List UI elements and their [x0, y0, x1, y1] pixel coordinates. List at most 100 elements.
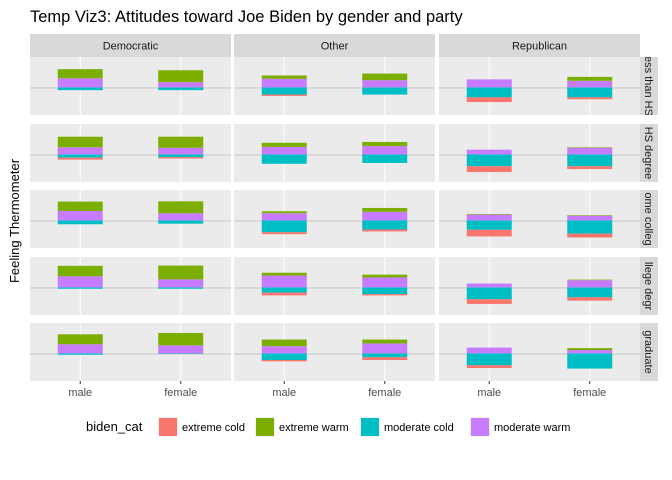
bar-segment-extreme-cold [466, 229, 512, 237]
bar-segment-extreme-warm [362, 339, 408, 344]
col-strip-label: Republican [512, 41, 567, 53]
facet-panels: Democratic Other Republican ess than HS HS d… [30, 34, 658, 399]
legend-label: extreme warm [279, 422, 349, 434]
bar-segment-moderate-warm [362, 80, 408, 88]
facet-panel [234, 323, 435, 381]
bar-segment-moderate-cold [567, 154, 613, 167]
row-strip-label: llege degr [642, 262, 654, 311]
bar-segment-extreme-warm [158, 70, 204, 83]
facet-panel [234, 257, 435, 315]
bar-segment-moderate-cold [158, 220, 204, 224]
y-axis-title: Feeling Thermometer [7, 158, 22, 283]
bar-segment-moderate-warm [466, 149, 512, 155]
bar-segment-extreme-warm [567, 348, 613, 351]
bar-segment-extreme-cold [261, 360, 307, 362]
facet-panel [439, 57, 640, 115]
facet-panel [234, 124, 435, 182]
bar-segment-moderate-warm [57, 78, 103, 88]
bar-segment-extreme-cold [567, 297, 613, 301]
bar-segment-moderate-cold [261, 154, 307, 164]
bar-segment-moderate-warm [567, 80, 613, 88]
bar-segment-extreme-warm [57, 265, 103, 277]
bar-segment-extreme-warm [261, 272, 307, 276]
x-tick-label: female [164, 387, 197, 399]
bar-segment-extreme-warm [567, 76, 613, 81]
bar-segment-extreme-warm [261, 211, 307, 214]
bar-segment-extreme-warm [466, 214, 512, 215]
bar-segment-moderate-cold [567, 220, 613, 234]
bar-segment-moderate-warm [466, 347, 512, 354]
bar-segment-extreme-warm [261, 75, 307, 79]
facet-panel [234, 190, 435, 248]
bar-segment-extreme-cold [261, 292, 307, 296]
bar-segment-extreme-warm [57, 69, 103, 79]
legend-key-extreme-cold [159, 418, 177, 436]
bar-segment-moderate-cold [158, 154, 204, 158]
facet-panel [234, 57, 435, 115]
col-strip-republican [439, 34, 640, 57]
bar-segment-extreme-cold [158, 157, 204, 159]
bar-segment-moderate-cold [466, 220, 512, 230]
row-strip [640, 323, 658, 381]
bar-segment-moderate-warm [57, 147, 103, 155]
x-tick-label: female [573, 387, 606, 399]
bar-segment-extreme-warm [158, 332, 204, 346]
bar-segment-moderate-warm [158, 213, 204, 221]
bar-segment-extreme-warm [158, 136, 204, 148]
x-tick-label: male [68, 387, 92, 399]
bar-segment-moderate-warm [158, 345, 204, 354]
legend-label: moderate warm [494, 422, 570, 434]
facet-panel [30, 124, 231, 182]
bar-segment-moderate-warm [567, 215, 613, 221]
bar-segment-moderate-cold [261, 87, 307, 95]
bar-segment-moderate-cold [57, 220, 103, 225]
row-strip [640, 57, 658, 115]
bar-segment-moderate-cold [567, 287, 613, 298]
row-strip-label: HS degree [642, 127, 654, 180]
bar-segment-moderate-cold [261, 353, 307, 361]
bar-segment-moderate-warm [567, 350, 613, 354]
bar-segment-moderate-warm [567, 147, 613, 155]
bar-segment-moderate-warm [362, 343, 408, 354]
bar-segment-moderate-cold [362, 220, 408, 230]
legend-title: biden_cat [86, 419, 143, 434]
bar-segment-extreme-warm [567, 215, 613, 216]
bar-segment-extreme-cold [567, 166, 613, 170]
bar-segment-moderate-cold [466, 287, 512, 300]
bar-segment-moderate-cold [466, 87, 512, 98]
facet-panel [30, 323, 231, 381]
bar-segment-extreme-warm [57, 334, 103, 345]
bar-segment-moderate-warm [158, 82, 204, 88]
bar-segment-moderate-warm [362, 146, 408, 155]
legend-key-moderate-cold [361, 418, 379, 436]
bar-segment-extreme-warm [567, 147, 613, 148]
bar-segment-extreme-warm [57, 136, 103, 148]
bar-segment-moderate-warm [466, 79, 512, 88]
bar-segment-moderate-cold [57, 353, 103, 355]
bar-segment-extreme-warm [158, 265, 204, 280]
bar-segment-moderate-cold [57, 87, 103, 91]
bar-segment-extreme-cold [466, 166, 512, 173]
bar-segment-moderate-warm [261, 78, 307, 88]
col-strip-label: Other [321, 41, 349, 53]
bar-segment-moderate-cold [57, 154, 103, 158]
bar-segment-extreme-cold [567, 233, 613, 238]
facet-panel [30, 190, 231, 248]
bar-segment-extreme-warm [57, 201, 103, 211]
x-tick-label: male [477, 387, 501, 399]
row-strip-label: ome colleg [642, 192, 654, 245]
legend-key-extreme-warm [256, 418, 274, 436]
facet-panel [439, 323, 640, 381]
bar-segment-moderate-warm [261, 146, 307, 155]
bar-segment-extreme-cold [466, 97, 512, 103]
bar-segment-extreme-cold [261, 232, 307, 235]
bar-segment-moderate-warm [466, 283, 512, 288]
bar-segment-extreme-warm [362, 274, 408, 278]
bar-segment-extreme-cold [362, 294, 408, 296]
bar-segment-extreme-cold [362, 229, 408, 232]
legend: biden_cat extreme cold extreme warm moderat… [86, 417, 570, 437]
legend-label: moderate cold [384, 422, 454, 434]
bar-segment-moderate-cold [567, 87, 613, 98]
bar-segment-moderate-warm [158, 279, 204, 288]
bar-segment-moderate-warm [261, 275, 307, 288]
